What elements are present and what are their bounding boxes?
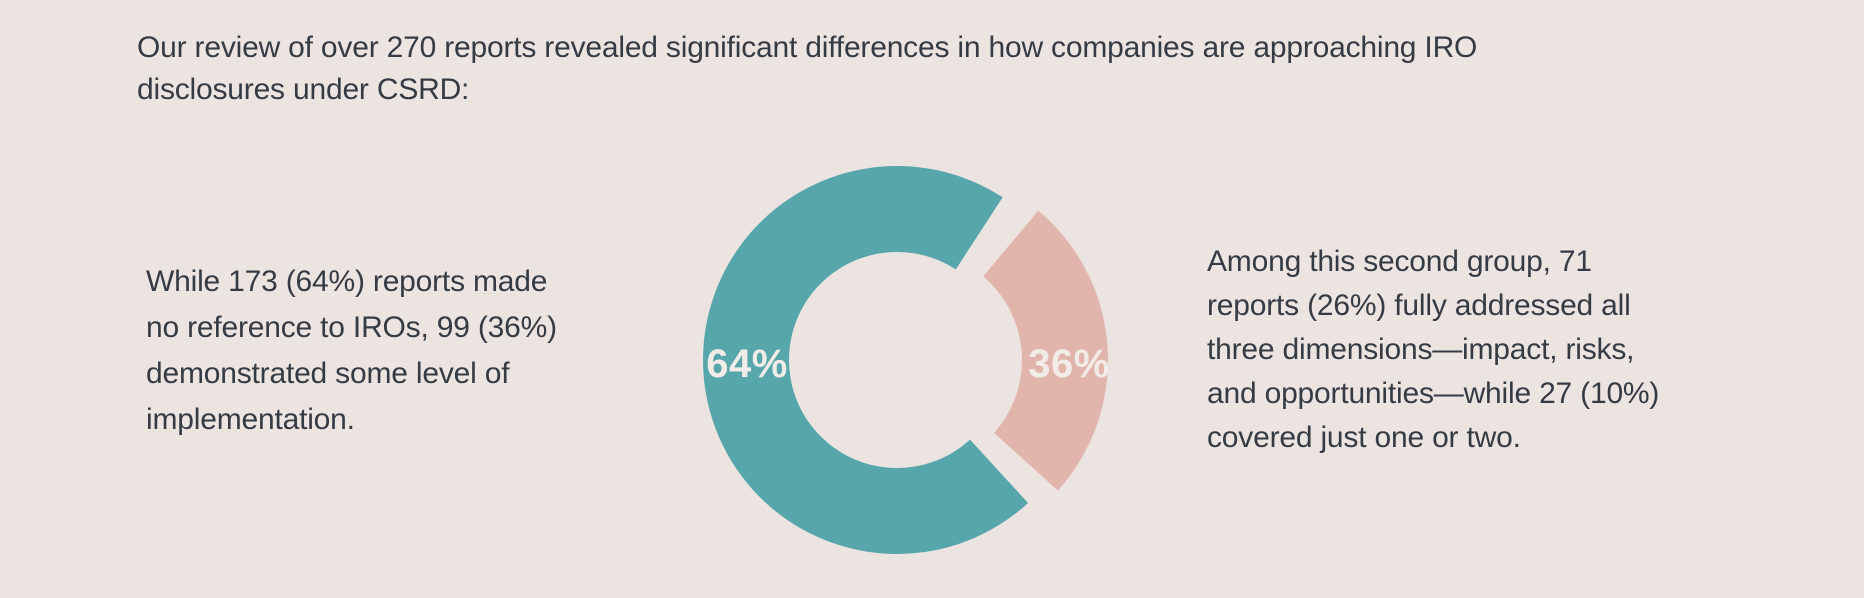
right-note-line-3: three dimensions—impact, risks, — [1207, 333, 1635, 366]
left-note-line-2: no reference to IROs, 99 (36%) — [146, 311, 557, 344]
left-note-line-1: While 173 (64%) reports made — [146, 265, 548, 298]
intro-text-line-2: disclosures under CSRD: — [137, 73, 470, 106]
right-note-line-1: Among this second group, 71 — [1207, 245, 1592, 278]
right-note-line-5: covered just one or two. — [1207, 421, 1521, 454]
left-note-line-4: implementation. — [146, 403, 355, 436]
right-note-line-2: reports (26%) fully addressed all — [1207, 289, 1631, 322]
intro-text: Our review of over 270 reports revealed … — [137, 27, 1477, 111]
left-note: While 173 (64%) reports made no referenc… — [146, 259, 557, 443]
donut-label-36-percent: 36% — [1028, 342, 1110, 386]
left-note-line-3: demonstrated some level of — [146, 357, 510, 390]
right-note-line-4: and opportunities—while 27 (10%) — [1207, 377, 1660, 410]
donut-chart: 64% 36% — [703, 165, 1110, 554]
donut-label-64-percent: 64% — [706, 342, 788, 386]
intro-text-line-1: Our review of over 270 reports revealed … — [137, 31, 1478, 64]
donut-segment-no-reference — [703, 165, 1029, 554]
donut-segment-some-implementation — [983, 210, 1108, 491]
right-note: Among this second group, 71 reports (26%… — [1207, 240, 1659, 460]
